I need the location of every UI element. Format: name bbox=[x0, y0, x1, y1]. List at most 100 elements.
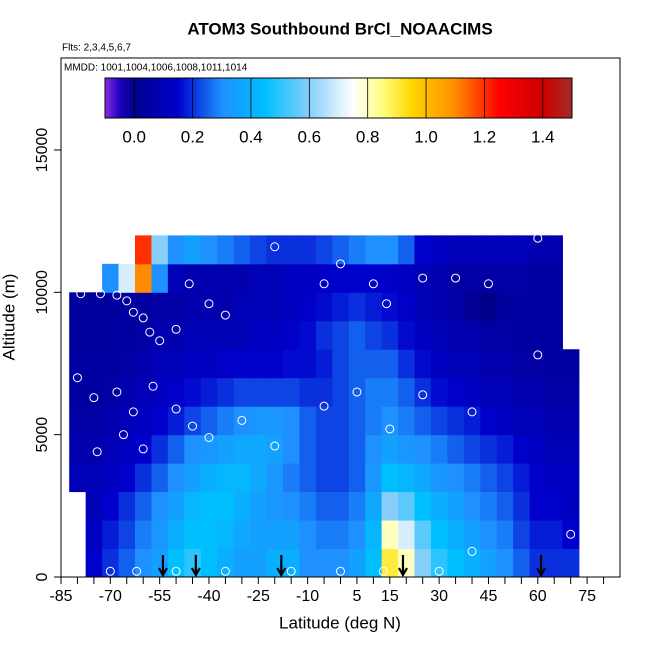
sample-point bbox=[352, 387, 362, 397]
heatmap-cell bbox=[496, 548, 514, 577]
heatmap-cell bbox=[365, 320, 383, 350]
sample-point bbox=[92, 447, 102, 457]
heatmap-cell bbox=[315, 434, 333, 464]
heatmap-cell bbox=[365, 548, 383, 577]
heatmap-cell bbox=[315, 377, 333, 407]
heatmap-cell bbox=[118, 349, 136, 379]
heatmap-cell bbox=[414, 463, 432, 493]
heatmap-cell bbox=[315, 463, 333, 493]
heatmap-cell bbox=[332, 463, 350, 493]
heatmap-cell bbox=[151, 406, 169, 436]
x-tick-label: 75 bbox=[578, 588, 596, 605]
heatmap-cell bbox=[233, 434, 251, 464]
heatmap-cell bbox=[332, 434, 350, 464]
sample-point bbox=[118, 430, 128, 440]
heatmap-cell bbox=[282, 520, 300, 550]
heatmap-cell bbox=[102, 548, 120, 577]
sample-point bbox=[171, 566, 181, 576]
heatmap-cell bbox=[200, 491, 218, 521]
heatmap-cell bbox=[348, 349, 366, 379]
heatmap-cell bbox=[381, 320, 399, 350]
heatmap-cell bbox=[151, 349, 169, 379]
heatmap-cell bbox=[398, 520, 415, 550]
heatmap-cell bbox=[480, 520, 498, 550]
heatmap-cell bbox=[546, 377, 563, 407]
chart-title: ATOM3 Southbound BrCl_NOAACIMS bbox=[187, 19, 492, 38]
heatmap-cell bbox=[496, 320, 514, 350]
heatmap-cell bbox=[315, 349, 333, 379]
sample-point bbox=[171, 324, 181, 334]
sample-point bbox=[418, 390, 428, 400]
heatmap-cell bbox=[250, 463, 268, 493]
sample-point bbox=[533, 233, 543, 243]
heatmap-cell bbox=[217, 235, 235, 265]
heatmap-cell bbox=[299, 434, 317, 464]
heatmap-cell bbox=[529, 491, 547, 521]
heatmap-cell bbox=[315, 263, 333, 293]
heatmap-cell bbox=[365, 520, 383, 550]
heatmap-cell bbox=[513, 235, 531, 265]
colorbar-tick-label: 0.8 bbox=[356, 127, 380, 146]
colorbar-tick-label: 0.4 bbox=[239, 127, 263, 146]
sample-point bbox=[105, 566, 115, 576]
heatmap-cell bbox=[546, 235, 563, 265]
heatmap-cell bbox=[282, 263, 300, 293]
heatmap-cell bbox=[430, 320, 448, 350]
heatmap-cell bbox=[184, 235, 202, 265]
heatmap-cell bbox=[250, 263, 268, 293]
heatmap-cell bbox=[233, 320, 251, 350]
heatmap-cell bbox=[447, 548, 465, 577]
heatmap-cell bbox=[463, 548, 481, 577]
sample-point bbox=[467, 407, 477, 417]
heatmap-cell bbox=[118, 491, 136, 521]
heatmap-cell bbox=[513, 520, 531, 550]
heatmap-cell bbox=[348, 434, 366, 464]
heatmap-cell bbox=[151, 235, 169, 265]
heatmap-cell bbox=[184, 263, 202, 293]
arrow bbox=[536, 555, 547, 578]
heatmap-cell bbox=[250, 320, 268, 350]
heatmap-cell bbox=[118, 320, 136, 350]
heatmap-cell bbox=[398, 548, 415, 577]
heatmap-cell bbox=[134, 548, 152, 577]
colorbar-tick-label: 0.2 bbox=[181, 127, 205, 146]
heatmap-cell bbox=[102, 434, 120, 464]
arrow bbox=[398, 555, 408, 578]
heatmap-cell bbox=[299, 377, 317, 407]
heatmap-cell bbox=[529, 292, 547, 322]
heatmap-cell bbox=[118, 434, 136, 464]
heatmap-cell bbox=[463, 263, 481, 293]
heatmap-cell bbox=[365, 406, 383, 436]
heatmap-cell bbox=[480, 406, 498, 436]
sample-point bbox=[270, 242, 280, 252]
heatmap-cell bbox=[217, 520, 235, 550]
heatmap-cell bbox=[69, 349, 87, 379]
heatmap-cell bbox=[282, 235, 300, 265]
heatmap-cell bbox=[85, 548, 103, 577]
heatmap-cell bbox=[546, 320, 563, 350]
arrow bbox=[157, 555, 168, 578]
heatmap-cell bbox=[496, 434, 514, 464]
heatmap-cell bbox=[200, 263, 218, 293]
heatmap-cell bbox=[118, 548, 136, 577]
heatmap-cell bbox=[496, 349, 514, 379]
heatmap-cell bbox=[332, 548, 350, 577]
heatmap-cell bbox=[102, 520, 120, 550]
heatmap-cell bbox=[463, 377, 481, 407]
heatmap-cell bbox=[233, 235, 251, 265]
heatmap-cell bbox=[513, 491, 531, 521]
heatmap-cell bbox=[414, 548, 432, 577]
heatmap-cell bbox=[398, 406, 415, 436]
heatmap-cell bbox=[266, 349, 284, 379]
heatmap-cell bbox=[348, 320, 366, 350]
heatmap-cell bbox=[348, 406, 366, 436]
heatmap-cell bbox=[463, 235, 481, 265]
heatmap-cell bbox=[250, 292, 268, 322]
heatmap-cell bbox=[332, 292, 350, 322]
heatmap-cell bbox=[184, 491, 202, 521]
heatmap-cell bbox=[282, 434, 300, 464]
heatmap-cell bbox=[480, 263, 498, 293]
x-tick-label: 45 bbox=[480, 588, 498, 605]
heatmap-cell bbox=[365, 377, 383, 407]
heatmap-cell bbox=[134, 463, 152, 493]
